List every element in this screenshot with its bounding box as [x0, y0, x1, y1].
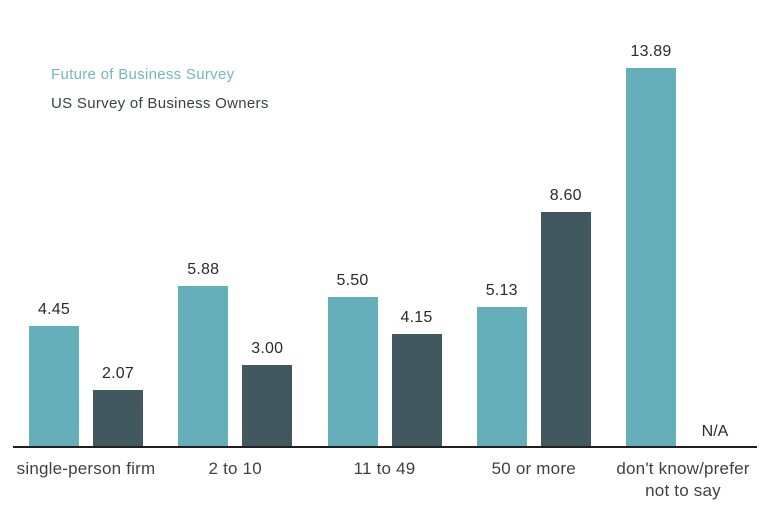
x-axis-category-label: single-person firm: [16, 459, 156, 478]
fbs-bar-2: [327, 296, 378, 447]
usbo-bar-3: [540, 212, 591, 447]
x-axis-category-label: 2 to 10: [208, 459, 262, 478]
bar-value-label: 4.45: [38, 300, 70, 318]
bar-value-label: 2.07: [102, 365, 134, 383]
bar-value-label: 5.88: [187, 261, 220, 279]
na-value-label: N/A: [701, 423, 729, 440]
x-axis-category-label: 50 or more: [491, 459, 576, 478]
bar-value-label: 5.50: [336, 271, 369, 289]
fbs-bar-3: [476, 306, 527, 447]
bar-value-label: 4.15: [400, 308, 433, 326]
fbs-bar-4: [626, 67, 676, 447]
chart-legend: Future of Business Survey US Survey of B…: [51, 60, 269, 118]
x-axis-line: [13, 446, 757, 448]
usbo-bar-0: [93, 390, 143, 447]
x-axis-category-label: 11 to 49: [353, 459, 416, 478]
bar-value-label: 3.00: [251, 340, 284, 358]
fbs-bar-0: [29, 325, 79, 447]
fbs-bar-1: [178, 286, 229, 447]
bar-value-label: 8.60: [549, 187, 582, 205]
usbo-bar-1: [242, 365, 293, 447]
x-axis-category-label: don't know/prefer not to say: [616, 459, 750, 501]
usbo-bar-2: [391, 333, 442, 447]
bar-value-label: 13.89: [630, 42, 672, 60]
bar-value-label: 5.13: [485, 281, 518, 299]
legend-item-us-survey-of-business-owners: US Survey of Business Owners: [51, 95, 269, 112]
legend-item-future-of-business-survey: Future of Business Survey: [51, 66, 235, 83]
